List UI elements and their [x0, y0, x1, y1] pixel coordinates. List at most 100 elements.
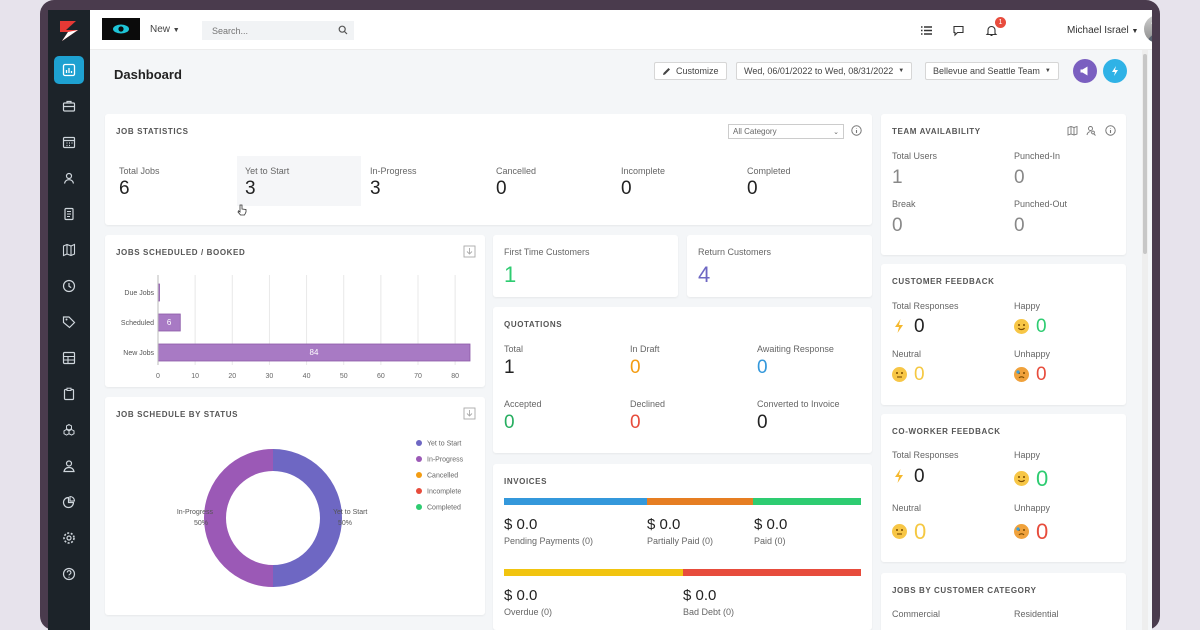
avatar[interactable]	[1144, 15, 1152, 43]
legend-label[interactable]: Yet to Start	[427, 441, 461, 448]
x-tick-label: 50	[340, 373, 348, 380]
sidebar-item-users[interactable]	[54, 452, 84, 480]
sidebar-item-contacts[interactable]	[54, 164, 84, 192]
sidebar-item-map[interactable]	[54, 236, 84, 264]
availability-value[interactable]: 0	[1014, 167, 1025, 188]
bell-icon[interactable]	[985, 24, 998, 37]
sidebar-item-forms[interactable]	[54, 380, 84, 408]
sidebar-item-analytics[interactable]	[54, 488, 84, 516]
feedback-label: Total Responses	[892, 301, 959, 311]
legend-label[interactable]: In-Progress	[427, 457, 464, 464]
feedback-value[interactable]: 0	[914, 364, 925, 385]
caret-down-icon: ▼	[898, 68, 905, 74]
table-icon	[62, 351, 76, 365]
help-icon	[62, 567, 76, 581]
sidebar-item-documents[interactable]	[54, 200, 84, 228]
sidebar-item-inventory[interactable]	[54, 416, 84, 444]
quotation-value[interactable]: 0	[504, 412, 515, 433]
quotation-value[interactable]: 0	[757, 357, 768, 378]
stat-label: Incomplete	[621, 166, 666, 176]
info-icon[interactable]	[851, 125, 862, 136]
scrollbar-thumb[interactable]	[1143, 54, 1147, 254]
x-tick-label: 40	[303, 373, 311, 380]
card-title: TEAM AVAILABILITY	[892, 127, 981, 136]
stat-value[interactable]: 0	[496, 178, 507, 199]
feedback-value[interactable]: 0	[914, 466, 925, 487]
tag-icon	[62, 316, 76, 329]
document-icon	[64, 207, 74, 221]
availability-value[interactable]: 1	[892, 167, 903, 188]
availability-value[interactable]: 0	[1014, 215, 1025, 236]
invoice-amount[interactable]: $ 0.0	[504, 516, 538, 533]
customize-button[interactable]: Customize	[654, 62, 727, 80]
lightning-icon	[895, 469, 903, 483]
first-time-value[interactable]: 1	[504, 262, 517, 287]
return-label: Return Customers	[698, 247, 772, 257]
feedback-value[interactable]: 0	[1036, 466, 1049, 491]
return-value[interactable]: 4	[698, 262, 711, 287]
legend-label[interactable]: Incomplete	[427, 489, 461, 496]
availability-value[interactable]: 0	[892, 215, 903, 236]
feedback-value[interactable]: 0	[1036, 519, 1049, 544]
sidebar-item-calendar[interactable]	[54, 128, 84, 156]
info-icon[interactable]	[1105, 125, 1116, 136]
stat-value[interactable]: 3	[245, 178, 256, 199]
invoice-amount[interactable]: $ 0.0	[683, 587, 717, 604]
sidebar-item-dashboard[interactable]	[54, 56, 84, 84]
feedback-value[interactable]: 0	[914, 316, 925, 337]
user-search-icon[interactable]	[1086, 125, 1097, 136]
team-select[interactable]: Bellevue and Seattle Team ▼	[925, 62, 1059, 80]
stat-value[interactable]: 3	[370, 178, 381, 199]
date-range-select[interactable]: Wed, 06/01/2022 to Wed, 08/31/2022 ▼	[736, 62, 913, 80]
announcement-button[interactable]	[1073, 59, 1097, 83]
stat-label: Cancelled	[496, 166, 537, 176]
new-menu-button[interactable]: New ▼	[150, 24, 180, 35]
search-input[interactable]	[202, 21, 354, 40]
invoice-amount[interactable]: $ 0.0	[504, 587, 538, 604]
legend-label[interactable]: Completed	[427, 505, 461, 512]
quotation-value[interactable]: 0	[630, 412, 641, 433]
job-schedule-status-card: JOB SCHEDULE BY STATUS Yet to Start 50% In…	[105, 397, 485, 615]
invoice-label: Partially Paid (0)	[647, 536, 714, 546]
sidebar-item-timesheet[interactable]	[54, 272, 84, 300]
download-icon[interactable]	[463, 407, 476, 420]
quotation-value[interactable]: 0	[757, 412, 768, 433]
feedback-value[interactable]: 0	[1036, 316, 1047, 337]
sidebar-item-reports[interactable]	[54, 344, 84, 372]
card-title: JOBS BY CUSTOMER CATEGORY	[892, 586, 1037, 595]
feedback-label: Neutral	[892, 349, 922, 359]
invoice-label: Pending Payments (0)	[504, 536, 594, 546]
brand-logo[interactable]	[102, 18, 140, 40]
stat-value[interactable]: 0	[747, 178, 758, 199]
download-icon[interactable]	[463, 245, 476, 258]
list-icon[interactable]	[920, 24, 933, 37]
slice-percent: 50%	[194, 520, 208, 527]
quotation-value[interactable]: 0	[630, 357, 641, 378]
sidebar-item-help[interactable]	[54, 560, 84, 588]
stat-value[interactable]: 0	[621, 178, 632, 199]
user-menu[interactable]: Michael Israel ▼	[1067, 25, 1138, 36]
clock-icon	[62, 279, 76, 293]
legend-label[interactable]: Cancelled	[427, 473, 458, 480]
quick-action-button[interactable]	[1103, 59, 1127, 83]
happy-face-icon	[1014, 471, 1029, 486]
feedback-value[interactable]: 0	[914, 519, 927, 544]
donut-slice[interactable]	[272, 449, 342, 587]
search-icon[interactable]	[338, 25, 348, 35]
scrollbar-track[interactable]	[1142, 50, 1148, 630]
sidebar-item-settings[interactable]	[54, 524, 84, 552]
feedback-value[interactable]: 0	[1036, 364, 1047, 385]
sidebar-item-jobs[interactable]	[54, 92, 84, 120]
quotation-value[interactable]: 1	[504, 357, 515, 378]
stat-value[interactable]: 6	[119, 178, 130, 199]
category-select[interactable]: All Category ⌄	[728, 124, 844, 139]
sidebar-item-pricebook[interactable]	[54, 308, 84, 336]
donut-slice[interactable]	[204, 449, 274, 587]
notification-badge: 1	[995, 17, 1006, 28]
briefcase-icon	[62, 100, 76, 112]
chat-icon[interactable]	[952, 24, 965, 37]
invoice-amount[interactable]: $ 0.0	[754, 516, 788, 533]
caret-down-icon: ▼	[1131, 28, 1139, 35]
invoice-amount[interactable]: $ 0.0	[647, 516, 681, 533]
map-icon[interactable]	[1067, 125, 1078, 136]
